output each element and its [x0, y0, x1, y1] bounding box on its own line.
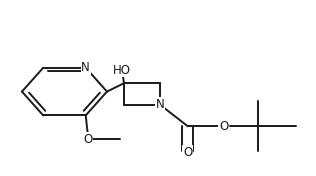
Text: N: N [81, 61, 90, 74]
Text: O: O [83, 133, 93, 146]
Text: O: O [219, 120, 228, 133]
Text: O: O [183, 146, 192, 159]
Text: N: N [156, 98, 165, 111]
Text: HO: HO [113, 64, 131, 77]
